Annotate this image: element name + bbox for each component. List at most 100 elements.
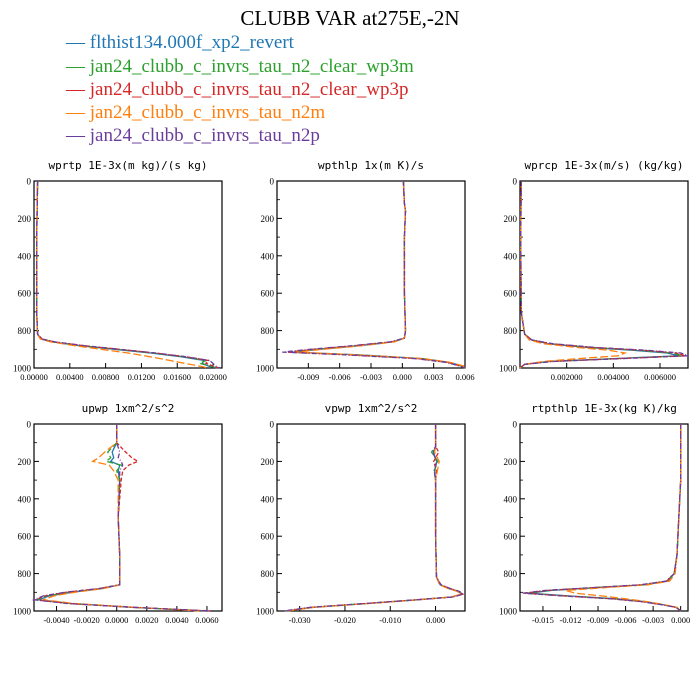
y-tick-label: 1000 — [256, 364, 275, 374]
x-tick-label: 0.006000 — [644, 372, 676, 382]
y-tick-label: 0 — [27, 420, 32, 430]
y-tick-label: 0 — [270, 420, 275, 430]
legend-entry-4: — jan24_clubb_c_invrs_tau_n2m — [66, 102, 326, 123]
panel-title: wpthlp 1x(m K)/s — [318, 159, 424, 172]
x-tick-label: -0.006 — [615, 615, 637, 625]
y-tick-label: 1000 — [499, 607, 518, 617]
y-tick-label: 400 — [18, 251, 32, 261]
x-tick-label: -0.015 — [532, 615, 554, 625]
series-line-4 — [36, 180, 209, 369]
panel-title: rtpthlp 1E-3x(kg K)/kg — [531, 402, 677, 415]
y-tick-label: 800 — [504, 326, 518, 336]
y-tick-label: 400 — [261, 494, 275, 504]
x-tick-label: -0.030 — [289, 615, 311, 625]
series-line-2 — [34, 424, 208, 612]
legend-entry-2: — jan24_clubb_c_invrs_tau_n2_clear_wp3m — [66, 56, 414, 77]
y-tick-label: 800 — [261, 326, 275, 336]
x-tick-label: -0.0040 — [43, 615, 69, 625]
x-tick-label: 0.00000 — [20, 372, 48, 382]
series-line-3 — [287, 180, 466, 369]
y-tick-label: 800 — [18, 569, 32, 579]
y-tick-label: 400 — [18, 494, 32, 504]
y-tick-label: 200 — [261, 214, 275, 224]
x-tick-label: 0.004000 — [597, 372, 629, 382]
y-tick-label: 200 — [18, 457, 32, 467]
y-tick-label: 200 — [504, 214, 518, 224]
series-line-3 — [36, 180, 220, 369]
figure-title: CLUBB VAR at275E,-2N — [240, 6, 460, 30]
legend-entry-5: — jan24_clubb_c_invrs_tau_n2p — [66, 125, 320, 146]
series-line-5 — [282, 180, 466, 369]
series-line-1 — [36, 180, 218, 369]
x-tick-label: 0.0000 — [105, 615, 128, 625]
x-tick-label: -0.003 — [642, 615, 664, 625]
x-tick-label: 0.002000 — [551, 372, 583, 382]
y-tick-label: 200 — [504, 457, 518, 467]
x-tick-label: 0.0020 — [135, 615, 158, 625]
y-tick-label: 600 — [261, 532, 275, 542]
panel-title: vpwp 1xm^2/s^2 — [325, 402, 418, 415]
plot-frame — [276, 180, 466, 369]
series-line-5 — [31, 424, 212, 612]
y-tick-label: 600 — [504, 532, 518, 542]
panel-title: wprtp 1E-3x(m kg)/(s kg) — [49, 159, 208, 172]
y-tick-label: 1000 — [13, 607, 32, 617]
panel-title: wprcp 1E-3x(m/s) (kg/kg) — [525, 159, 684, 172]
y-tick-label: 400 — [261, 251, 275, 261]
y-tick-label: 0 — [270, 177, 275, 187]
y-tick-label: 400 — [504, 494, 518, 504]
x-tick-label: 0.003 — [424, 372, 443, 382]
y-tick-label: 600 — [504, 289, 518, 299]
y-tick-label: 800 — [18, 326, 32, 336]
x-tick-label: 0.000 — [426, 615, 445, 625]
series-line-5 — [36, 180, 221, 369]
series-line-2 — [519, 180, 684, 369]
plot-frame — [33, 423, 223, 612]
series-line-3 — [519, 180, 686, 369]
x-tick-label: -0.009 — [297, 372, 319, 382]
y-tick-label: 400 — [504, 251, 518, 261]
x-tick-label: 0.0040 — [165, 615, 188, 625]
x-tick-label: 0.01600 — [163, 372, 191, 382]
x-tick-label: 0.000 — [393, 372, 412, 382]
series-line-4 — [519, 180, 628, 369]
y-tick-label: 200 — [261, 457, 275, 467]
legend-entry-1: — flthist134.000f_xp2_revert — [66, 32, 294, 53]
y-tick-label: 1000 — [256, 607, 275, 617]
x-tick-label: -0.0020 — [74, 615, 100, 625]
y-tick-label: 800 — [504, 569, 518, 579]
x-tick-label: 0.0060 — [195, 615, 218, 625]
panel-title: upwp 1xm^2/s^2 — [82, 402, 175, 415]
series-line-5 — [522, 424, 682, 612]
plot-frame — [276, 423, 466, 612]
series-line-5 — [283, 424, 465, 612]
series-line-4 — [565, 424, 682, 612]
x-tick-label: -0.012 — [560, 615, 582, 625]
y-tick-label: 200 — [18, 214, 32, 224]
series-line-1 — [292, 180, 466, 369]
series-line-3 — [32, 424, 211, 612]
y-tick-label: 0 — [513, 420, 518, 430]
series-line-2 — [289, 180, 466, 369]
series-line-1 — [519, 180, 679, 369]
x-tick-label: -0.003 — [360, 372, 382, 382]
legend-entry-3: — jan24_clubb_c_invrs_tau_n2_clear_wp3p — [66, 79, 409, 100]
series-line-5 — [519, 180, 689, 369]
y-tick-label: 600 — [18, 532, 32, 542]
series-line-4 — [286, 424, 463, 612]
x-tick-label: 0.000 — [671, 615, 690, 625]
x-tick-label: 0.00800 — [92, 372, 120, 382]
x-tick-label: -0.010 — [379, 615, 401, 625]
series-line-1 — [38, 424, 208, 612]
x-tick-label: 0.00400 — [56, 372, 84, 382]
y-tick-label: 1000 — [499, 364, 518, 374]
series-line-4 — [42, 424, 200, 612]
plot-frame — [519, 423, 689, 612]
y-tick-label: 800 — [261, 569, 275, 579]
x-tick-label: 0.02000 — [199, 372, 227, 382]
y-tick-label: 0 — [513, 177, 518, 187]
y-tick-label: 600 — [261, 289, 275, 299]
x-tick-label: 0.01200 — [128, 372, 156, 382]
y-tick-label: 0 — [27, 177, 32, 187]
